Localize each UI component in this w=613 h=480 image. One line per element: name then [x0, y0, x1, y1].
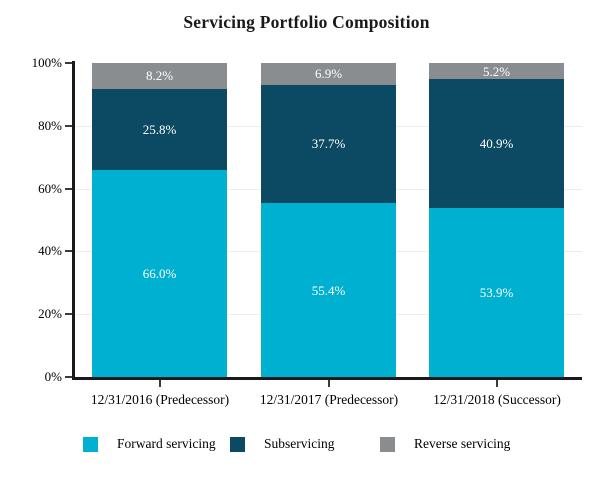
bar-segment-reverse-servicing: 5.2%	[429, 63, 564, 80]
x-axis-category-label: 12/31/2016 (Predecessor)	[90, 392, 230, 407]
y-tick-0	[65, 376, 72, 378]
legend-label: Forward servicing	[117, 436, 216, 451]
legend-item-subservicing: Subservicing	[230, 436, 335, 452]
chart-title: Servicing Portfolio Composition	[183, 12, 430, 32]
x-tick	[496, 380, 498, 387]
y-axis-line	[72, 61, 75, 380]
bar-value-label: 37.7%	[311, 136, 346, 152]
bar-value-label: 6.9%	[314, 66, 343, 82]
y-axis-label: 20%	[38, 306, 62, 321]
x-axis-line	[72, 377, 582, 380]
legend: Forward servicing Subservicing Reverse ser…	[0, 436, 613, 456]
y-tick-100	[65, 62, 72, 64]
bar-value-label: 55.4%	[311, 282, 346, 298]
bar-value-label: 40.9%	[479, 136, 514, 152]
legend-item-reverse-servicing: Reverse servicing	[380, 436, 510, 452]
bar-segment-reverse-servicing: 6.9%	[261, 63, 396, 85]
legend-swatch	[380, 436, 395, 452]
bar-segment-forward-servicing: 53.9%	[429, 207, 564, 377]
legend-swatch	[230, 436, 245, 452]
legend-label: Reverse servicing	[414, 436, 511, 451]
bar-segment-subservicing: 37.7%	[261, 84, 396, 204]
bar-segment-subservicing: 25.8%	[92, 88, 227, 170]
bar-segment-forward-servicing: 55.4%	[261, 203, 396, 377]
bar-segment-reverse-servicing: 8.2%	[92, 63, 227, 89]
y-tick-80	[65, 125, 72, 127]
y-axis-label: 0%	[44, 369, 62, 384]
y-tick-20	[65, 313, 72, 315]
bar-value-label: 5.2%	[482, 63, 511, 79]
legend-swatch	[83, 436, 98, 452]
x-axis-category-label: 12/31/2017 (Predecessor)	[259, 392, 399, 407]
y-axis-label: 60%	[38, 181, 62, 196]
bar-value-label: 8.2%	[145, 68, 174, 84]
bar-segment-subservicing: 40.9%	[429, 79, 564, 208]
bar-value-label: 25.8%	[142, 121, 177, 137]
y-axis-label: 80%	[38, 118, 62, 133]
legend-item-forward-servicing: Forward servicing	[83, 436, 216, 452]
bar-segment-forward-servicing: 66.0%	[92, 169, 227, 377]
y-tick-40	[65, 250, 72, 252]
y-axis-label: 100%	[31, 55, 62, 70]
bar-value-label: 53.9%	[479, 284, 514, 300]
y-axis-label: 40%	[38, 243, 62, 258]
y-tick-60	[65, 188, 72, 190]
x-tick	[159, 380, 161, 387]
bar-value-label: 66.0%	[142, 265, 177, 281]
legend-label: Subservicing	[264, 436, 335, 451]
x-tick	[328, 380, 330, 387]
x-axis-category-label: 12/31/2018 (Successor)	[433, 392, 561, 407]
